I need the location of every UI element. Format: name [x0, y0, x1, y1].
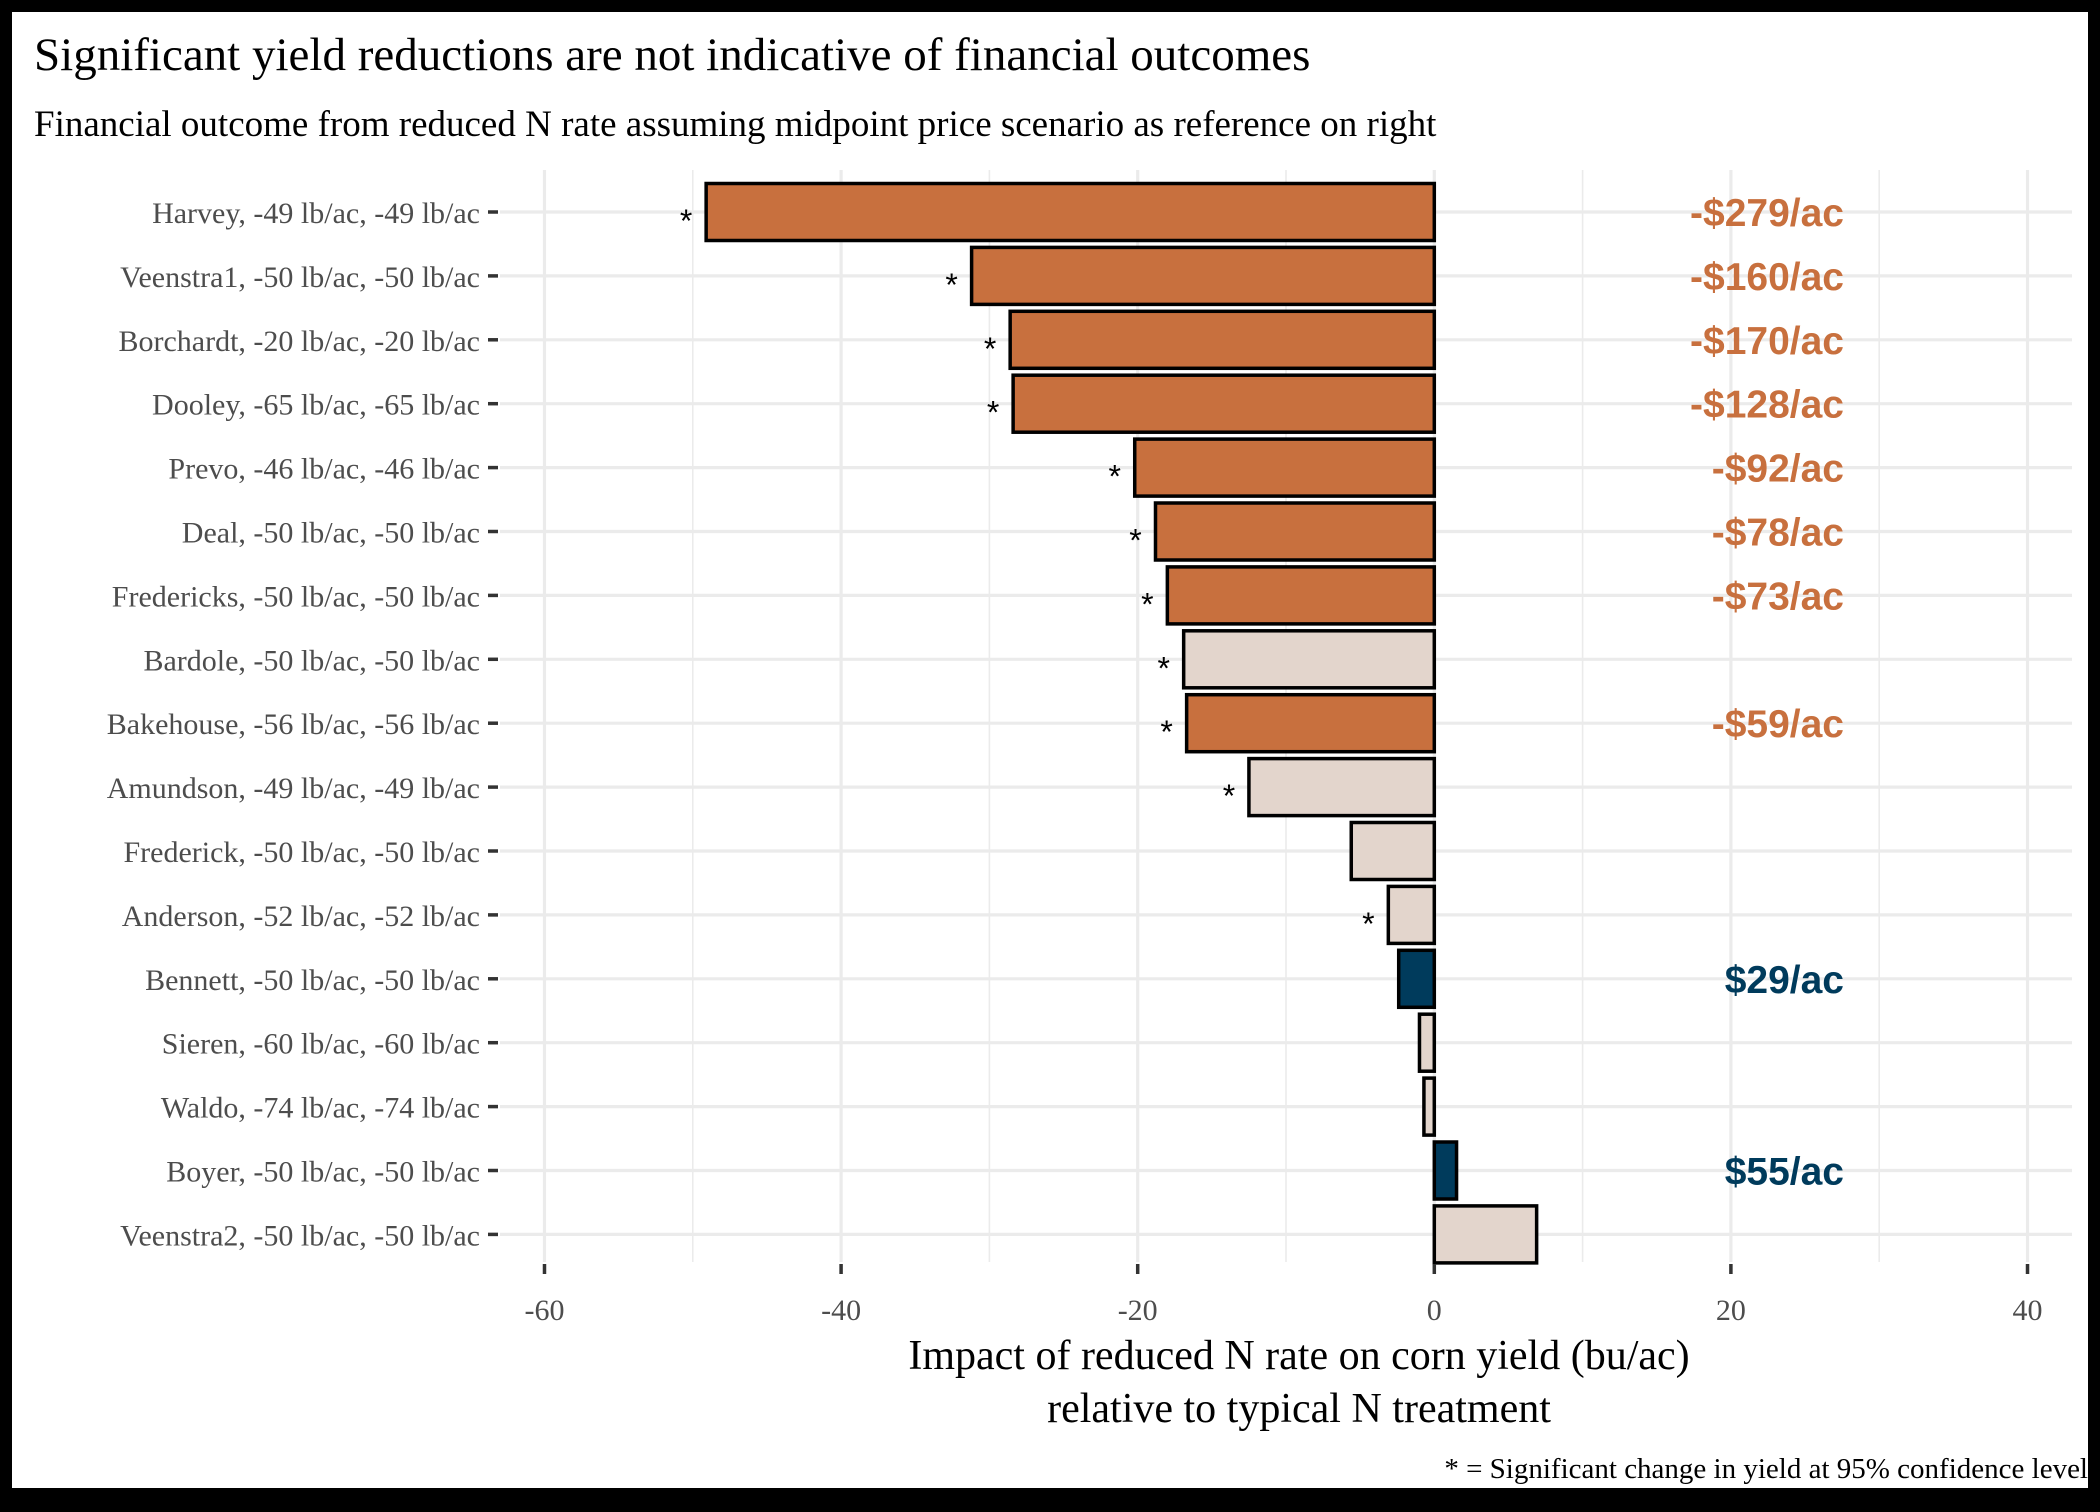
x-tick-label: -40	[821, 1294, 861, 1327]
x-tick-label: 40	[2013, 1294, 2043, 1327]
x-tick-label: -60	[524, 1294, 564, 1327]
significance-marker: *	[1362, 906, 1374, 942]
category-label: Boyer, -50 lb/ac, -50 lb/ac	[166, 1156, 480, 1189]
bar	[1396, 948, 1437, 1010]
financial-outcome-label: -$78/ac	[1712, 512, 1844, 555]
category-label: Anderson, -52 lb/ac, -52 lb/ac	[122, 900, 480, 933]
significance-marker: *	[680, 203, 692, 239]
significance-marker: *	[1141, 586, 1153, 622]
bar	[1011, 373, 1437, 434]
chart-caption: * = Significant change in yield at 95% c…	[1444, 1453, 2088, 1485]
financial-outcome-label: -$170/ac	[1690, 320, 1844, 363]
category-label: Waldo, -74 lb/ac, -74 lb/ac	[161, 1092, 480, 1125]
significance-marker: *	[945, 267, 957, 303]
category-label: Harvey, -49 lb/ac, -49 lb/ac	[152, 197, 480, 230]
bar	[1386, 884, 1437, 946]
significance-marker: *	[1223, 778, 1235, 814]
category-label: Deal, -50 lb/ac, -50 lb/ac	[182, 517, 480, 550]
bar	[1422, 1076, 1437, 1137]
bar	[1417, 1012, 1437, 1073]
bar	[1153, 501, 1437, 562]
bar	[1349, 820, 1437, 882]
category-labels: Harvey, -49 lb/ac, -49 lb/ac Veenstra1, -…	[107, 197, 498, 1252]
financial-outcome-label: -$59/ac	[1712, 703, 1844, 746]
significance-marker: *	[1157, 650, 1169, 686]
category-label: Prevo, -46 lb/ac, -46 lb/ac	[168, 453, 480, 486]
x-axis-ticks: -60 -40 -20 0 20 40	[524, 1264, 2043, 1327]
category-label: Sieren, -60 lb/ac, -60 lb/ac	[162, 1028, 480, 1061]
category-label: Fredericks, -50 lb/ac, -50 lb/ac	[112, 580, 480, 613]
x-tick-label: -20	[1118, 1294, 1158, 1327]
bar	[704, 181, 1437, 243]
bar	[1165, 565, 1437, 626]
category-label: Bennett, -50 lb/ac, -50 lb/ac	[145, 964, 480, 997]
bar	[1247, 756, 1437, 818]
chart-subtitle: Financial outcome from reduced N rate as…	[34, 104, 1437, 145]
significance-marker: *	[1129, 523, 1141, 559]
x-axis-label-line2: relative to typical N treatment	[1047, 1386, 1551, 1432]
bar	[1432, 1204, 1539, 1265]
category-label: Veenstra1, -50 lb/ac, -50 lb/ac	[120, 261, 480, 294]
x-axis-label: Impact of reduced N rate on corn yield (…	[908, 1333, 1689, 1379]
category-label: Frederick, -50 lb/ac, -50 lb/ac	[123, 836, 480, 869]
category-label: Amundson, -49 lb/ac, -49 lb/ac	[107, 772, 480, 805]
significance-marker: *	[1160, 714, 1172, 750]
bar	[1184, 692, 1437, 754]
bar	[969, 245, 1437, 307]
chart-title: Significant yield reductions are not ind…	[34, 29, 1310, 81]
financial-outcome-label: $55/ac	[1725, 1151, 1844, 1194]
significance-marker: *	[984, 331, 996, 367]
category-label: Veenstra2, -50 lb/ac, -50 lb/ac	[120, 1219, 480, 1252]
bar	[1008, 309, 1437, 371]
category-label: Bakehouse, -56 lb/ac, -56 lb/ac	[107, 708, 480, 741]
significance-markers: ***********	[680, 203, 1375, 942]
financial-outcome-label: -$92/ac	[1712, 448, 1844, 491]
financial-outcome-label: $29/ac	[1725, 959, 1844, 1002]
category-label: Borchardt, -20 lb/ac, -20 lb/ac	[118, 325, 480, 358]
significance-marker: *	[1109, 459, 1121, 495]
financial-outcome-label: -$279/ac	[1690, 192, 1844, 235]
bar	[1432, 1140, 1459, 1201]
bar	[1132, 437, 1437, 498]
significance-marker: *	[987, 395, 999, 431]
financial-outcome-label: -$160/ac	[1690, 256, 1844, 299]
financial-outcome-label: -$73/ac	[1712, 575, 1844, 618]
chart-canvas: Significant yield reductions are not ind…	[34, 29, 2088, 1485]
financial-labels: -$279/ac -$160/ac -$170/ac -$128/ac -$92/ac -…	[1690, 192, 1844, 1194]
category-label: Dooley, -65 lb/ac, -65 lb/ac	[152, 389, 480, 422]
bar	[1181, 629, 1437, 690]
x-tick-label: 20	[1716, 1294, 1746, 1327]
x-tick-label: 0	[1427, 1294, 1442, 1327]
bars	[704, 181, 1539, 1265]
financial-outcome-label: -$128/ac	[1690, 384, 1844, 427]
category-label: Bardole, -50 lb/ac, -50 lb/ac	[143, 644, 480, 677]
